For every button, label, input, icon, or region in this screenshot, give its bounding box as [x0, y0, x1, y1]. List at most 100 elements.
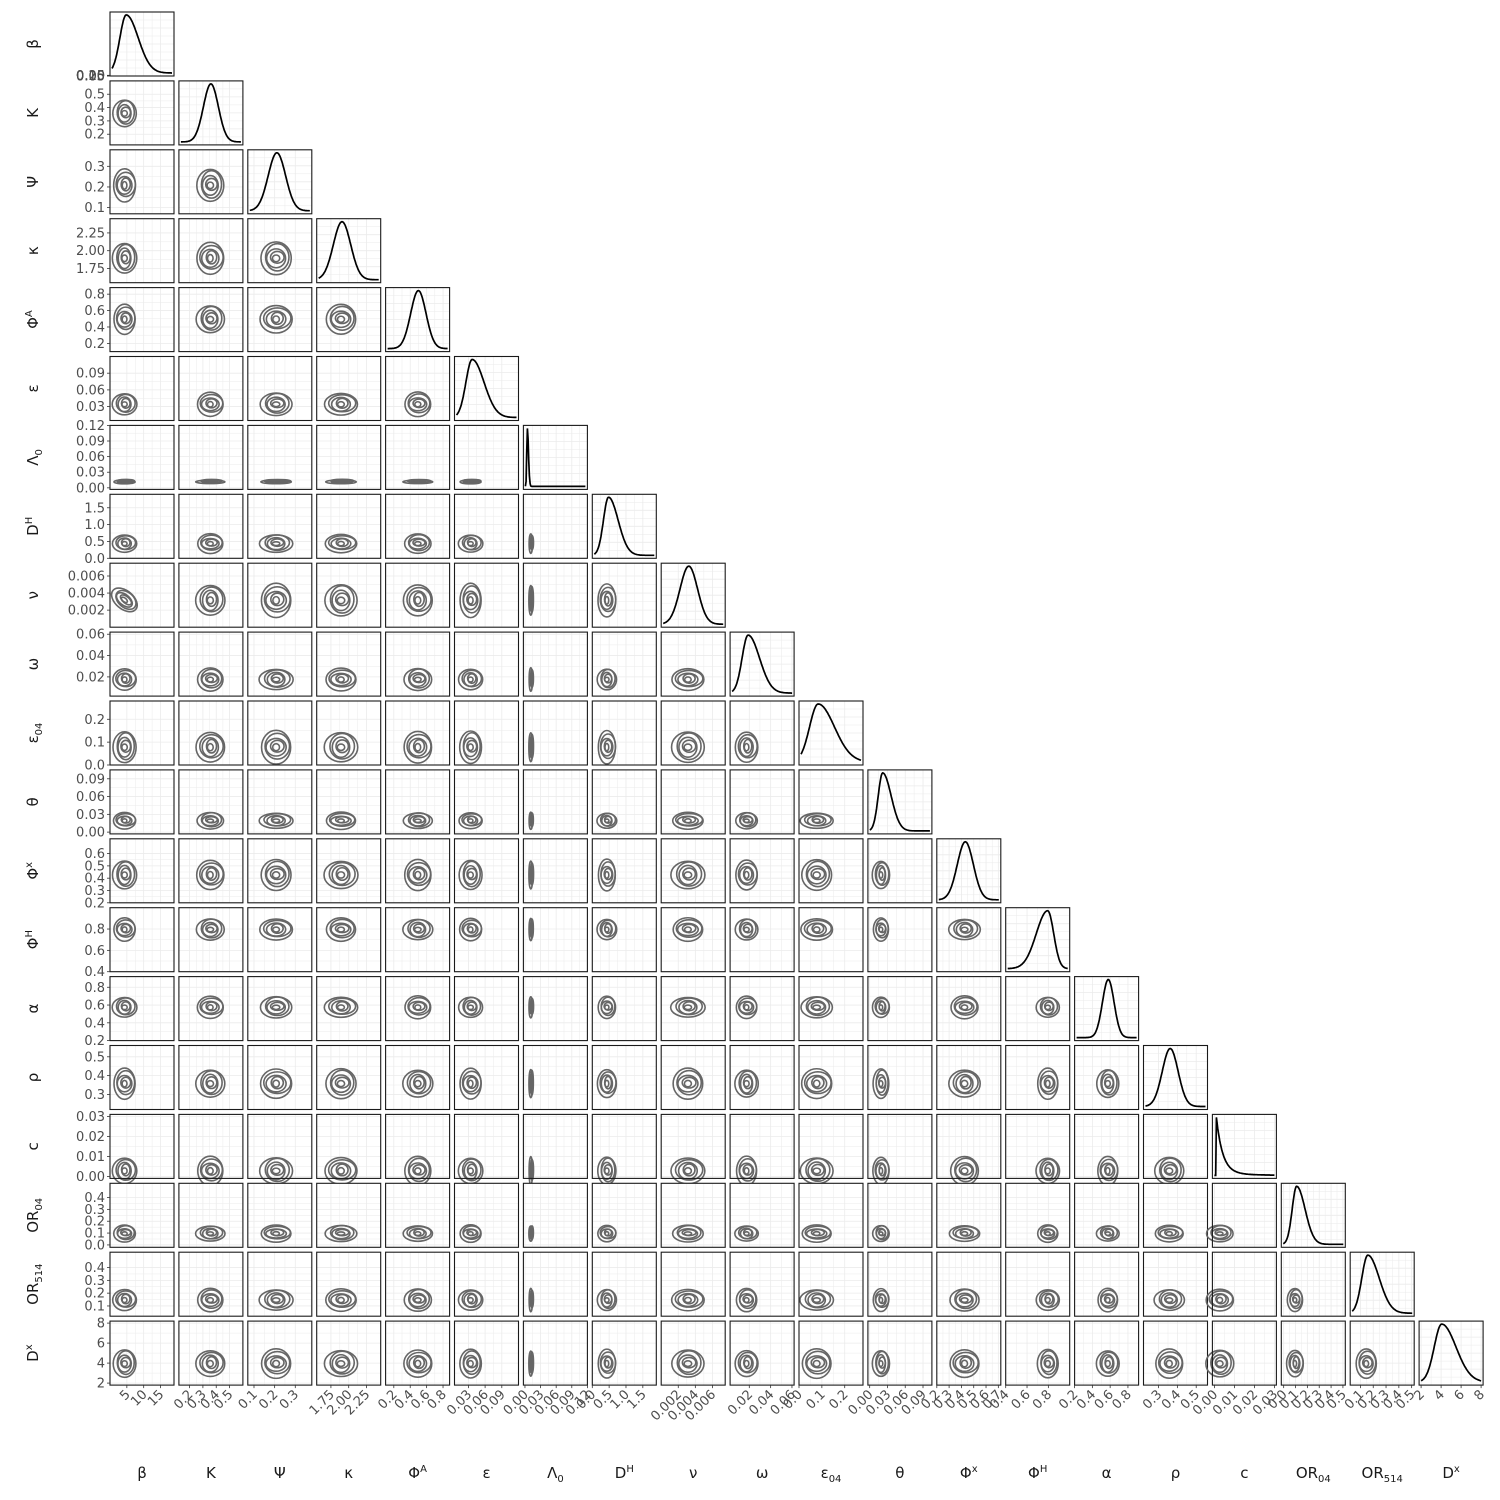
panel-border: [936, 976, 1002, 1042]
contour-ring: [200, 397, 220, 412]
panel-ΦA-ρ: [385, 1044, 451, 1111]
panel-β-K: [109, 80, 175, 146]
contour-ring: [950, 995, 979, 1020]
panel-border: [729, 838, 795, 904]
density-curve-ρ: [1145, 1047, 1206, 1108]
contour-ring: [805, 1074, 828, 1093]
panel-border: [591, 976, 657, 1042]
panel-Ψ-OR04: [247, 1182, 313, 1248]
contour-ring: [467, 818, 474, 824]
contour-ring: [201, 865, 220, 885]
contour-ring: [328, 669, 357, 688]
contours-K-OR514: [196, 1287, 224, 1313]
panel-grid: [316, 218, 381, 283]
contour-ring: [467, 1004, 475, 1011]
contour-ring: [408, 537, 428, 550]
contour-ring: [331, 589, 351, 612]
contour-ring: [258, 918, 294, 941]
contour-ring: [116, 922, 133, 937]
panel-grid: [798, 1252, 863, 1317]
panel-border: [729, 976, 795, 1042]
contours-K-ν: [194, 584, 226, 617]
contours-DH-ΦH: [596, 918, 618, 941]
panel-OR04-Dx: [1280, 1320, 1346, 1386]
contour-ring: [674, 669, 704, 688]
panel-border: [109, 976, 175, 1042]
panel-ε-ν: [453, 562, 520, 628]
contour-ring: [336, 926, 346, 933]
contours-K-Φx: [195, 859, 225, 891]
contour-ring: [683, 1167, 693, 1175]
contour-ring: [264, 1157, 291, 1183]
contour-ring: [116, 1074, 133, 1093]
contour-ring: [878, 1231, 884, 1237]
contour-ring: [1039, 1158, 1059, 1182]
contours-ε-OR514: [457, 1289, 484, 1312]
contour-ring: [467, 926, 474, 933]
contour-ring: [1039, 1074, 1056, 1093]
contour-ring: [603, 1167, 610, 1175]
contour-ring: [264, 242, 290, 272]
panel-β-ΦA: [109, 287, 175, 353]
contours-Λ0-c: [528, 1155, 535, 1186]
contours-ε-Dx: [459, 1348, 483, 1379]
contours-β-κ: [111, 242, 138, 274]
panel-ε04-ρ: [798, 1044, 864, 1111]
panel-K-ε04: [178, 700, 244, 766]
contour-ring: [1099, 1351, 1119, 1374]
contour-ring: [337, 676, 345, 683]
y-axis-label-Dx: Dx: [24, 1344, 42, 1362]
contour-ring: [115, 1158, 137, 1182]
x-axis-label-Dx: Dx: [1442, 1464, 1460, 1482]
contour-ring: [115, 589, 137, 611]
contour-ring: [330, 922, 352, 937]
contours-ΦA-Dx: [403, 1349, 433, 1379]
panel-border: [522, 1044, 588, 1111]
panel-grid: [591, 1114, 657, 1179]
panel-κ-ΦH: [316, 907, 382, 973]
contour-ring: [200, 1293, 220, 1308]
contour-ring: [738, 918, 757, 939]
panel-border: [936, 1251, 1002, 1317]
contours-β-ε04: [112, 731, 137, 764]
panel-grid: [730, 1252, 795, 1317]
panel-K-ΦA: [178, 287, 244, 353]
contours-β-Ψ: [112, 167, 137, 203]
contour-ring: [323, 860, 359, 890]
contours-DH-ρ: [596, 1068, 618, 1099]
panel-border: [316, 1182, 382, 1248]
contour-ring: [206, 1166, 214, 1175]
x-axis-label-K: K: [206, 1464, 217, 1482]
panel-grid: [523, 769, 588, 834]
contour-ring: [412, 923, 426, 934]
panel-border: [729, 631, 795, 697]
contour-ring: [413, 540, 422, 547]
contour-ring: [328, 861, 356, 887]
contours-DH-ω: [596, 668, 618, 691]
y-tick-label: 0.2: [84, 713, 105, 728]
y-tick-label: 0.1: [84, 736, 105, 751]
panel-border: [1074, 976, 1140, 1042]
contour-ring: [271, 401, 281, 408]
y-tick-label: 0.3: [84, 114, 105, 129]
panel-ρ-Dx: [1142, 1320, 1209, 1386]
contour-ring: [458, 730, 483, 765]
contours-β-θ: [112, 811, 137, 830]
contour-ring: [272, 480, 281, 484]
panel-grid: [1212, 1252, 1277, 1317]
panel-border: [316, 838, 382, 904]
y-tick-label: 0.2: [84, 1034, 105, 1049]
panel-border: [385, 1251, 451, 1317]
contour-ring: [604, 870, 610, 880]
panel-Φx-ΦH: [936, 907, 1002, 973]
contour-ring: [670, 1288, 705, 1312]
contour-ring: [810, 1163, 825, 1177]
panel-border: [453, 838, 520, 904]
contour-ring: [954, 1288, 978, 1310]
panel-border: [729, 1251, 795, 1317]
contour-ring: [198, 862, 225, 886]
contours-ΦA-c: [404, 1155, 432, 1187]
density-curve-K: [180, 83, 241, 143]
panel-border: [385, 1320, 451, 1386]
y-axis-label-Ψ: Ψ: [24, 176, 42, 188]
